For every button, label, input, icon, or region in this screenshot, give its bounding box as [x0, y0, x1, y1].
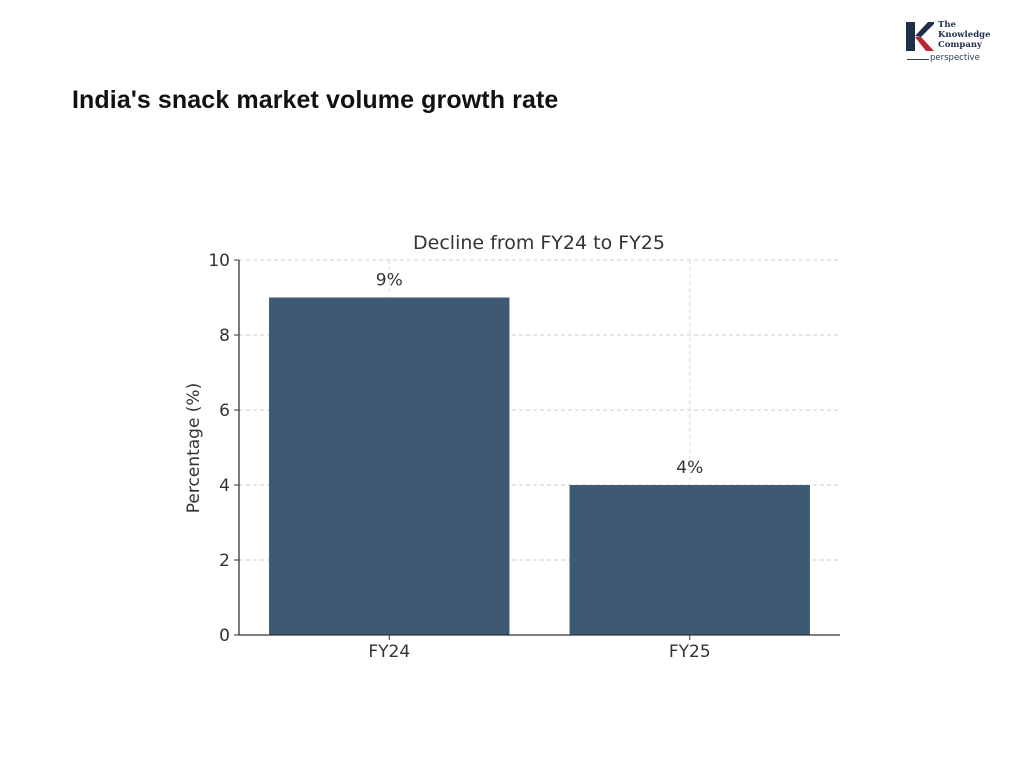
y-tick-label: 2 — [219, 551, 230, 571]
x-tick-label: FY24 — [368, 642, 410, 662]
y-tick-label: 10 — [208, 251, 230, 271]
x-tick-label: FY25 — [669, 642, 711, 662]
y-tick-label: 4 — [219, 476, 230, 496]
y-axis-label: Percentage (%) — [184, 383, 204, 513]
bar-fy24 — [269, 297, 510, 635]
logo-k-icon — [906, 22, 934, 51]
data-labels: FY24 9% FY25 4% 0 2 4 6 8 10 — [208, 251, 710, 662]
company-logo: The Knowledge Company perspective — [904, 20, 1004, 66]
data-label: 4% — [676, 458, 703, 478]
y-tick-label: 8 — [219, 326, 230, 346]
logo-name-line: Knowledge — [938, 30, 991, 40]
bar-fy25 — [569, 485, 810, 635]
page-title: India's snack market volume growth rate — [72, 86, 559, 114]
data-label: 9% — [376, 271, 403, 291]
axes — [234, 259, 840, 640]
logo-company-name: The Knowledge Company — [938, 20, 991, 50]
logo-divider — [907, 59, 929, 60]
logo-tagline: perspective — [930, 53, 980, 63]
y-tick-label: 0 — [219, 626, 230, 646]
bars — [269, 297, 810, 635]
logo-name-line: Company — [938, 40, 982, 50]
chart-title: Decline from FY24 to FY25 — [413, 232, 665, 254]
logo-name-line: The — [938, 20, 956, 30]
y-tick-label: 6 — [219, 401, 230, 421]
